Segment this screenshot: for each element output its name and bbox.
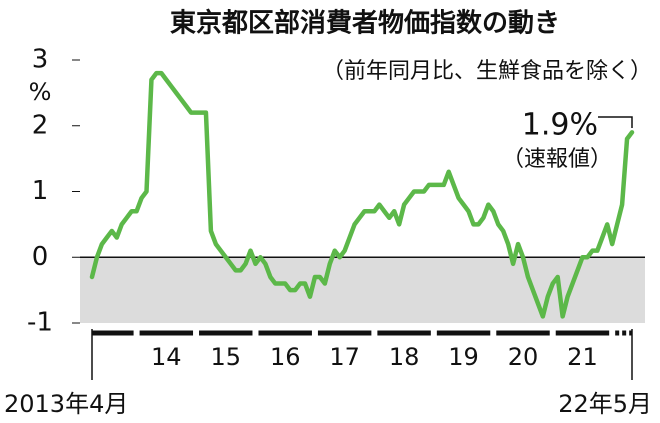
x-tick-label: 21	[567, 343, 598, 371]
annotation-note: （速報値）	[502, 147, 612, 172]
x-tick-label: 16	[270, 343, 301, 371]
chart-title: 東京都区部消費者物価指数の動き	[170, 8, 560, 39]
chart-subtitle: （前年同月比、生鮮食品を除く）	[322, 59, 652, 84]
start-label: 2013年4月	[4, 390, 128, 418]
x-tick-label: 17	[329, 343, 360, 371]
y-tick-label: 2	[32, 110, 49, 140]
data-line	[89, 70, 635, 319]
leader-line	[598, 116, 633, 128]
end-label: 22年5月	[558, 390, 652, 418]
y-axis-label: %	[29, 78, 52, 106]
x-tick-label: 19	[448, 343, 479, 371]
x-tick-label: 18	[389, 343, 420, 371]
y-tick-label: 1	[32, 176, 49, 206]
y-tick-label: 0	[32, 242, 49, 272]
annotation: 1.9%	[522, 108, 598, 143]
x-tick-label: 20	[508, 343, 539, 371]
x-tick-label: 14	[151, 343, 182, 371]
x-tick-label: 15	[210, 343, 241, 371]
y-tick-label: 3	[32, 45, 49, 75]
y-tick-label: -1	[27, 308, 53, 338]
